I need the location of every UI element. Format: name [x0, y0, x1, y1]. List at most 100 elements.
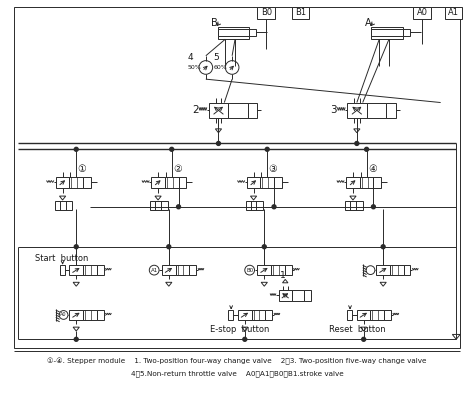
Circle shape	[74, 338, 78, 341]
Bar	[69, 310, 83, 320]
Bar	[83, 177, 91, 188]
Text: Reset  button: Reset button	[328, 325, 385, 334]
Bar	[56, 177, 69, 188]
Circle shape	[362, 338, 365, 341]
Text: Start  button: Start button	[35, 254, 89, 263]
Bar	[292, 7, 309, 19]
Bar	[345, 201, 363, 210]
Text: A0: A0	[60, 312, 67, 318]
Bar	[228, 310, 233, 320]
Circle shape	[177, 205, 181, 209]
Bar	[252, 310, 265, 320]
Bar	[150, 201, 168, 210]
Bar	[402, 29, 410, 36]
Bar	[376, 265, 390, 275]
Text: B: B	[211, 18, 218, 27]
Bar	[83, 310, 97, 320]
Bar	[218, 29, 249, 36]
Bar	[247, 177, 260, 188]
Text: A1: A1	[448, 8, 459, 18]
Bar	[384, 310, 391, 320]
Bar	[371, 310, 384, 320]
Bar	[97, 310, 103, 320]
Bar	[257, 265, 271, 275]
Bar	[83, 265, 97, 275]
Circle shape	[355, 142, 359, 145]
Bar	[257, 7, 275, 19]
Bar	[248, 103, 257, 118]
Bar	[445, 7, 462, 19]
Circle shape	[167, 245, 171, 249]
Circle shape	[272, 205, 276, 209]
Bar	[238, 310, 252, 320]
Text: A: A	[365, 18, 372, 27]
Text: 3: 3	[330, 105, 337, 115]
Bar	[189, 265, 196, 275]
Bar	[285, 265, 292, 275]
Bar	[175, 265, 189, 275]
Bar	[246, 201, 264, 210]
Bar	[69, 265, 83, 275]
Bar	[360, 177, 374, 188]
Bar	[274, 177, 282, 188]
Bar	[366, 103, 386, 118]
Bar	[249, 29, 256, 36]
Bar	[347, 310, 352, 320]
Text: 4、5.Non-return throttle valve    A0、A1、B0、B1.stroke valve: 4、5.Non-return throttle valve A0、A1、B0、B…	[131, 370, 343, 377]
Bar	[372, 29, 402, 36]
Bar	[165, 177, 179, 188]
Text: 50%: 50%	[187, 65, 201, 70]
Circle shape	[381, 245, 385, 249]
Circle shape	[243, 338, 247, 341]
Circle shape	[217, 142, 220, 145]
Bar	[404, 265, 410, 275]
Text: ④: ④	[368, 164, 377, 174]
Bar	[273, 288, 313, 303]
Text: ②: ②	[173, 164, 182, 174]
Text: 60%: 60%	[214, 65, 228, 70]
Bar	[357, 310, 371, 320]
Text: B0: B0	[246, 267, 253, 273]
Text: ③: ③	[269, 164, 277, 174]
Circle shape	[262, 245, 266, 249]
Circle shape	[265, 147, 269, 151]
Bar	[347, 103, 366, 118]
Text: A0: A0	[417, 8, 428, 18]
Bar	[271, 265, 285, 275]
Circle shape	[74, 245, 78, 249]
Bar	[14, 7, 460, 348]
Bar	[304, 290, 311, 301]
Bar	[193, 49, 247, 86]
Text: A1: A1	[151, 267, 158, 273]
Circle shape	[365, 147, 369, 151]
Bar	[279, 290, 292, 301]
Text: 4: 4	[187, 53, 193, 62]
Circle shape	[170, 147, 173, 151]
Text: 1: 1	[281, 271, 286, 281]
Bar	[346, 177, 360, 188]
Bar	[69, 177, 83, 188]
Bar	[228, 103, 248, 118]
Bar	[97, 265, 103, 275]
Bar	[162, 265, 175, 275]
Bar	[390, 265, 404, 275]
Bar	[260, 177, 274, 188]
Circle shape	[74, 147, 78, 151]
Bar	[218, 27, 249, 39]
Bar	[151, 177, 165, 188]
Text: ①: ①	[78, 164, 86, 174]
Bar	[372, 27, 402, 39]
Text: E-stop  button: E-stop button	[210, 325, 270, 334]
Bar	[265, 310, 272, 320]
Text: 5: 5	[214, 53, 219, 62]
Bar	[374, 177, 381, 188]
Bar	[60, 265, 64, 275]
Bar	[292, 290, 304, 301]
Bar	[55, 201, 73, 210]
Circle shape	[372, 205, 375, 209]
Bar	[413, 7, 431, 19]
Text: ①-④. Stepper module    1. Two-position four-way change valve    2、3. Two-positio: ①-④. Stepper module 1. Two-position four…	[47, 358, 427, 365]
Bar	[209, 103, 228, 118]
Bar	[386, 103, 396, 118]
Text: B0: B0	[261, 8, 272, 18]
